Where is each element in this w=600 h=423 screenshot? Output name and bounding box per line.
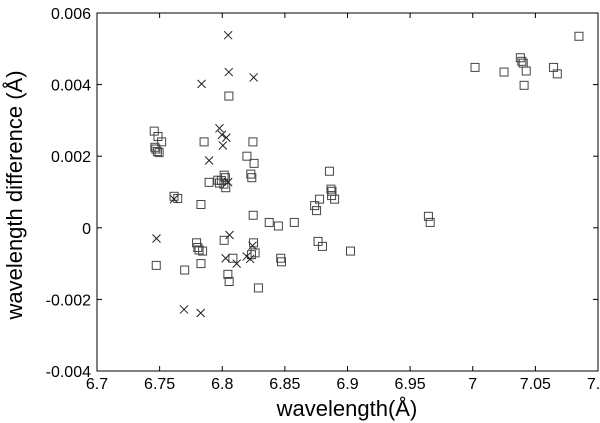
- data-point-cross: [232, 259, 242, 268]
- data-point-square: [499, 67, 509, 77]
- data-point-cross: [224, 67, 234, 77]
- data-point-square: [157, 137, 167, 147]
- data-point-square: [425, 217, 435, 227]
- y-axis: -0.004 -0.002 0 0.002 0.004 0.006: [46, 6, 598, 381]
- data-point-square: [247, 173, 257, 183]
- data-point-square: [519, 80, 529, 90]
- x-tick-label: 6.95: [395, 376, 426, 393]
- data-point-cross: [169, 194, 179, 204]
- data-point-cross: [197, 79, 206, 89]
- data-point-square: [315, 194, 325, 204]
- y-tick-label: 0.006: [51, 6, 91, 23]
- data-point-square: [324, 166, 334, 176]
- data-point-square: [152, 147, 162, 157]
- y-tick-label: 0.004: [51, 78, 91, 95]
- x-tick-label: 6.8: [211, 376, 233, 393]
- data-point-square: [574, 31, 584, 41]
- data-point-square: [273, 221, 283, 231]
- data-point-square: [330, 194, 340, 204]
- data-point-cross: [204, 156, 214, 165]
- data-point-square: [242, 151, 252, 161]
- data-point-cross: [221, 253, 230, 263]
- data-point-square: [154, 148, 164, 158]
- data-point-square: [289, 217, 299, 227]
- data-point-square: [199, 137, 209, 147]
- x-axis: 6.7 6.75 6.8 6.85 6.9 6.95 7 7.05 7.1: [86, 13, 600, 393]
- x-tick-label: 6.75: [144, 376, 175, 393]
- data-point-cross: [249, 73, 259, 82]
- data-point-square: [180, 265, 190, 275]
- x-tick-label: 6.85: [269, 376, 300, 393]
- data-point-square: [219, 235, 229, 245]
- y-axis-label: wavelength difference (Å): [2, 70, 27, 320]
- x-tick-label: 7.05: [520, 376, 551, 393]
- data-point-square: [248, 210, 258, 220]
- data-point-square: [249, 158, 259, 168]
- data-point-square: [312, 206, 322, 216]
- y-tick-label: -0.004: [46, 364, 91, 381]
- data-point-square: [317, 241, 327, 251]
- data-point-cross: [217, 130, 227, 140]
- data-point-cross: [223, 30, 233, 40]
- data-point-cross: [248, 241, 257, 251]
- y-tick-label: 0.002: [51, 149, 91, 166]
- data-point-square: [249, 238, 259, 248]
- data-point-square: [470, 62, 480, 72]
- data-point-square: [224, 277, 234, 286]
- data-point-square: [220, 173, 230, 183]
- data-point-square: [276, 257, 286, 267]
- data-point-square: [196, 200, 206, 210]
- data-point-square: [228, 253, 238, 263]
- x-tick-label: 7.1: [587, 376, 600, 393]
- data-point-cross: [222, 133, 231, 142]
- data-point-square: [196, 259, 206, 269]
- data-point-square: [521, 66, 531, 76]
- data-point-square: [310, 201, 320, 211]
- x-tick-label: 6.9: [336, 376, 358, 393]
- data-point-cross: [152, 234, 161, 243]
- data-point-square: [151, 260, 161, 270]
- data-point-square: [224, 91, 234, 101]
- x-axis-label: wavelength(Å): [276, 396, 418, 421]
- y-tick-label: 0: [82, 221, 91, 238]
- data-point-square: [517, 56, 527, 66]
- data-point-cross: [179, 305, 189, 314]
- data-point-cross: [245, 254, 255, 264]
- data-point-square: [552, 69, 562, 79]
- data-point-square: [423, 211, 433, 221]
- data-point-square: [253, 283, 263, 293]
- data-point-square: [219, 170, 229, 180]
- data-point-square: [248, 137, 258, 147]
- data-point-cross: [223, 177, 233, 187]
- data-point-square: [346, 246, 356, 256]
- data-point-square: [264, 217, 274, 227]
- data-point-cross: [225, 230, 234, 240]
- data-point-square: [204, 177, 214, 187]
- x-tick-label: 6.7: [86, 376, 108, 393]
- data-point-cross: [215, 123, 224, 133]
- data-point-square: [326, 184, 336, 194]
- data-point-square: [198, 246, 208, 256]
- x-tick-label: 7: [468, 376, 477, 393]
- y-tick-label: -0.002: [46, 292, 91, 309]
- data-point-square: [192, 238, 202, 248]
- data-point-cross: [218, 141, 228, 150]
- data-point-cross: [196, 308, 206, 318]
- data-points: [149, 30, 584, 318]
- data-point-square: [223, 269, 233, 279]
